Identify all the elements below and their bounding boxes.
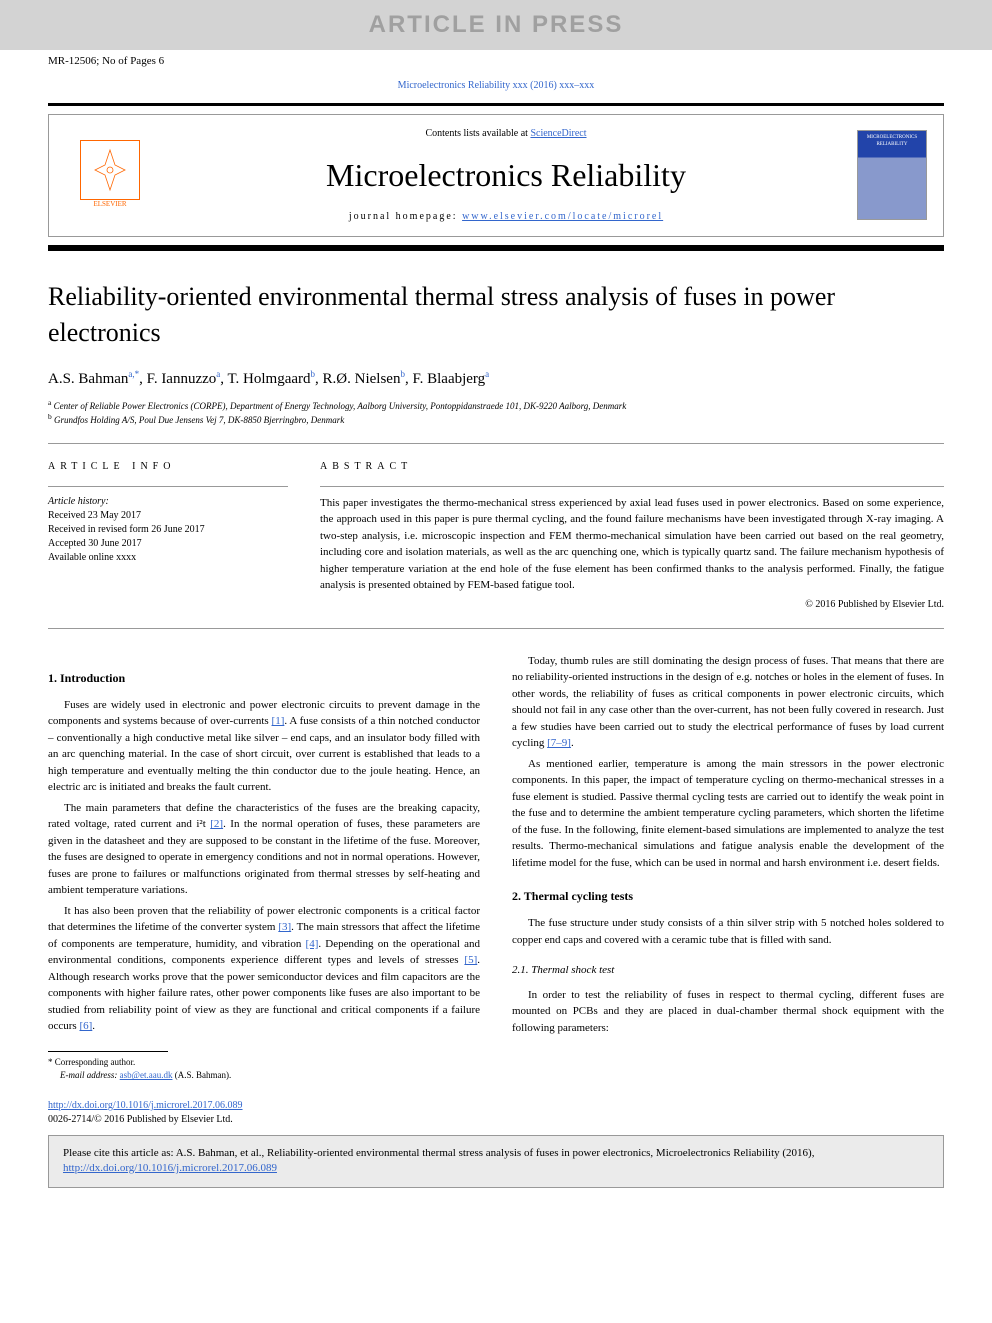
history-label: Article history: (48, 495, 288, 509)
s1-p1: Fuses are widely used in electronic and … (48, 697, 480, 796)
right-column: Today, thumb rules are still dominating … (512, 653, 944, 1083)
header-top-bar (48, 103, 944, 106)
header-center: Contents lists available at ScienceDirec… (155, 127, 857, 224)
divider-2 (48, 628, 944, 629)
ref-5-link[interactable]: [5] (464, 954, 477, 966)
s2-p1: The fuse structure under study consists … (512, 915, 944, 948)
cite-doi-link[interactable]: http://dx.doi.org/10.1016/j.microrel.201… (63, 1162, 277, 1174)
history-received: Received 23 May 2017 (48, 509, 288, 523)
journal-header-box: ELSEVIER Contents lists available at Sci… (48, 114, 944, 237)
s1-p4: Today, thumb rules are still dominating … (512, 653, 944, 752)
divider-1 (48, 443, 944, 444)
top-citation[interactable]: Microelectronics Reliability xxx (2016) … (0, 73, 992, 99)
ref-7-9-link[interactable]: [7–9] (547, 737, 571, 749)
header-bottom-bar (48, 245, 944, 251)
cite-text: Please cite this article as: A.S. Bahman… (63, 1147, 814, 1159)
email-label: E-mail address: (60, 1070, 120, 1080)
author-2: , F. Iannuzzo (139, 371, 216, 387)
elsevier-tree-icon (80, 140, 140, 200)
s1-p4a: Today, thumb rules are still dominating … (512, 655, 944, 750)
abstract-copyright: © 2016 Published by Elsevier Ltd. (320, 598, 944, 612)
abstract-heading: ABSTRACT (320, 460, 944, 474)
authors-line: A.S. Bahmana,*, F. Iannuzzo a , T. Holmgaa… (48, 368, 944, 390)
footnote-separator (48, 1051, 168, 1052)
article-in-press-banner: ARTICLE IN PRESS (0, 0, 992, 50)
abstract-text: This paper investigates the thermo-mecha… (320, 495, 944, 594)
manuscript-code: MR-12506; No of Pages 6 (0, 50, 992, 73)
info-abstract-row: ARTICLE INFO Article history: Received 2… (48, 460, 944, 612)
elsevier-logo: ELSEVIER (65, 130, 155, 220)
info-divider (48, 486, 288, 487)
affil-b: Grundfos Holding A/S, Poul Due Jensens V… (52, 415, 344, 425)
elsevier-label: ELSEVIER (93, 200, 126, 210)
abstract-column: ABSTRACT This paper investigates the the… (320, 460, 944, 612)
article-info-heading: ARTICLE INFO (48, 460, 288, 474)
history-accepted: Accepted 30 June 2017 (48, 537, 288, 551)
doi-link[interactable]: http://dx.doi.org/10.1016/j.microrel.201… (48, 1100, 243, 1111)
author-1: A.S. Bahman (48, 371, 128, 387)
subsection-2-1-heading: 2.1. Thermal shock test (512, 962, 944, 979)
s1-p3: It has also been proven that the reliabi… (48, 903, 480, 1035)
ref-2-link[interactable]: [2] (210, 818, 223, 830)
journal-title: Microelectronics Reliability (155, 153, 857, 198)
contents-line: Contents lists available at ScienceDirec… (155, 127, 857, 141)
issn-copyright: 0026-2714/© 2016 Published by Elsevier L… (48, 1113, 944, 1127)
abstract-divider (320, 486, 944, 487)
author-3: , T. Holmgaard (220, 371, 310, 387)
corresponding-email-link[interactable]: asb@et.aau.dk (120, 1070, 173, 1080)
ref-3-link[interactable]: [3] (278, 921, 291, 933)
corresponding-author-note: * Corresponding author. (48, 1056, 480, 1070)
author-5-sup: a (485, 369, 489, 379)
footnote-block: * Corresponding author. E-mail address: … (48, 1056, 480, 1083)
homepage-prefix: journal homepage: (349, 211, 462, 222)
author-5: , F. Blaabjerg (405, 371, 485, 387)
doi-block: http://dx.doi.org/10.1016/j.microrel.201… (48, 1099, 944, 1127)
section-2-heading: 2. Thermal cycling tests (512, 887, 944, 905)
author-4: , R.Ø. Nielsen (315, 371, 400, 387)
history-revised: Received in revised form 26 June 2017 (48, 523, 288, 537)
article-title: Reliability-oriented environmental therm… (48, 279, 944, 352)
ref-6-link[interactable]: [6] (79, 1020, 92, 1032)
email-suffix: (A.S. Bahman). (172, 1070, 231, 1080)
s1-p5: As mentioned earlier, temperature is amo… (512, 756, 944, 872)
s1-p4b: . (571, 737, 574, 749)
article-history: Article history: Received 23 May 2017 Re… (48, 495, 288, 565)
cite-this-article-box: Please cite this article as: A.S. Bahman… (48, 1135, 944, 1188)
homepage-link[interactable]: www.elsevier.com/locate/microrel (462, 211, 663, 222)
homepage-line: journal homepage: www.elsevier.com/locat… (155, 210, 857, 224)
section-1-heading: 1. Introduction (48, 669, 480, 687)
history-online: Available online xxxx (48, 551, 288, 565)
ref-4-link[interactable]: [4] (306, 938, 319, 950)
left-column: 1. Introduction Fuses are widely used in… (48, 653, 480, 1083)
contents-prefix: Contents lists available at (425, 128, 530, 139)
s2-1-p1: In order to test the reliability of fuse… (512, 987, 944, 1037)
author-1-sup: a,* (128, 369, 139, 379)
s1-p2: The main parameters that define the char… (48, 800, 480, 899)
body-two-column: 1. Introduction Fuses are widely used in… (48, 653, 944, 1083)
s1-p3e: . (92, 1020, 95, 1032)
affiliations: a Center of Reliable Power Electronics (… (48, 398, 944, 427)
journal-cover-thumbnail: MICROELECTRONICS RELIABILITY (857, 130, 927, 220)
sciencedirect-link[interactable]: ScienceDirect (530, 128, 586, 139)
affil-a: Center of Reliable Power Electronics (CO… (51, 401, 626, 411)
article-info-column: ARTICLE INFO Article history: Received 2… (48, 460, 288, 612)
ref-1-link[interactable]: [1] (272, 715, 285, 727)
